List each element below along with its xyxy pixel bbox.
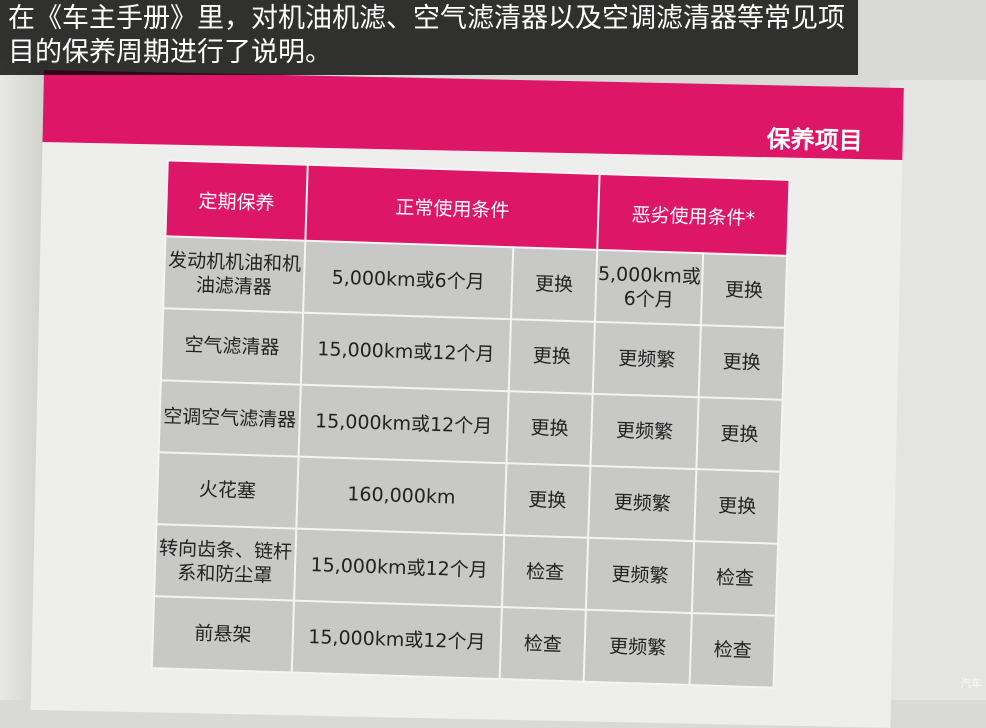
- cell-severe: 更频繁: [590, 393, 699, 470]
- cell-normal: 5,000km或6个月: [303, 240, 514, 320]
- header-severe: 恶劣使用条件*: [597, 173, 790, 256]
- cell-severe-action: 检查: [689, 613, 776, 688]
- right-page-edge: [890, 80, 986, 700]
- cell-severe-action: 更换: [698, 325, 785, 400]
- cell-normal: 160,000km: [296, 456, 507, 536]
- cell-normal: 15,000km或12个月: [300, 312, 511, 392]
- watermark: 汽车: [960, 677, 982, 690]
- cell-normal-action: 更换: [504, 463, 591, 538]
- cell-item: 火花塞: [156, 452, 299, 529]
- cell-severe: 更频繁: [592, 321, 701, 398]
- manual-page: 保养项目 定期保养 正常使用条件 恶劣使用条件* 发动机机油和机油滤清器 5,00…: [30, 70, 904, 728]
- header-normal: 正常使用条件: [305, 164, 600, 250]
- cell-normal-action: 更换: [508, 319, 595, 394]
- cell-normal-action: 更换: [510, 247, 598, 322]
- cell-severe: 更频繁: [583, 609, 692, 686]
- cell-severe-action: 检查: [691, 541, 779, 616]
- cell-item: 转向齿条、链杆系和防尘罩: [154, 524, 297, 601]
- cell-item: 空气滤清器: [160, 308, 304, 385]
- cell-normal: 15,000km或12个月: [294, 528, 505, 608]
- cell-severe: 更频繁: [585, 537, 695, 614]
- header-item: 定期保养: [165, 160, 308, 241]
- cell-item: 发动机机油和机油滤清器: [163, 236, 306, 313]
- cell-normal: 15,000km或12个月: [291, 600, 502, 680]
- maintenance-table: 定期保养 正常使用条件 恶劣使用条件* 发动机机油和机油滤清器 5,000km或6…: [151, 159, 791, 688]
- cell-severe-action: 更换: [700, 253, 788, 328]
- cell-item: 前悬架: [151, 596, 295, 673]
- cell-severe: 5,000km或6个月: [594, 249, 704, 326]
- cell-item: 空调空气滤清器: [158, 380, 301, 457]
- caption-overlay: 在《车主手册》里，对机油机滤、空气滤清器以及空调滤清器等常见项目的保养周期进行了…: [0, 0, 858, 75]
- cell-normal-action: 检查: [501, 535, 589, 610]
- header-band: 保养项目: [42, 70, 904, 160]
- cell-severe: 更频繁: [588, 465, 697, 542]
- cell-normal-action: 更换: [506, 391, 593, 466]
- cell-normal-action: 检查: [499, 607, 586, 682]
- cell-normal: 15,000km或12个月: [298, 384, 509, 464]
- cell-severe-action: 更换: [694, 469, 781, 544]
- cell-severe-action: 更换: [696, 397, 783, 472]
- section-title: 保养项目: [766, 125, 863, 156]
